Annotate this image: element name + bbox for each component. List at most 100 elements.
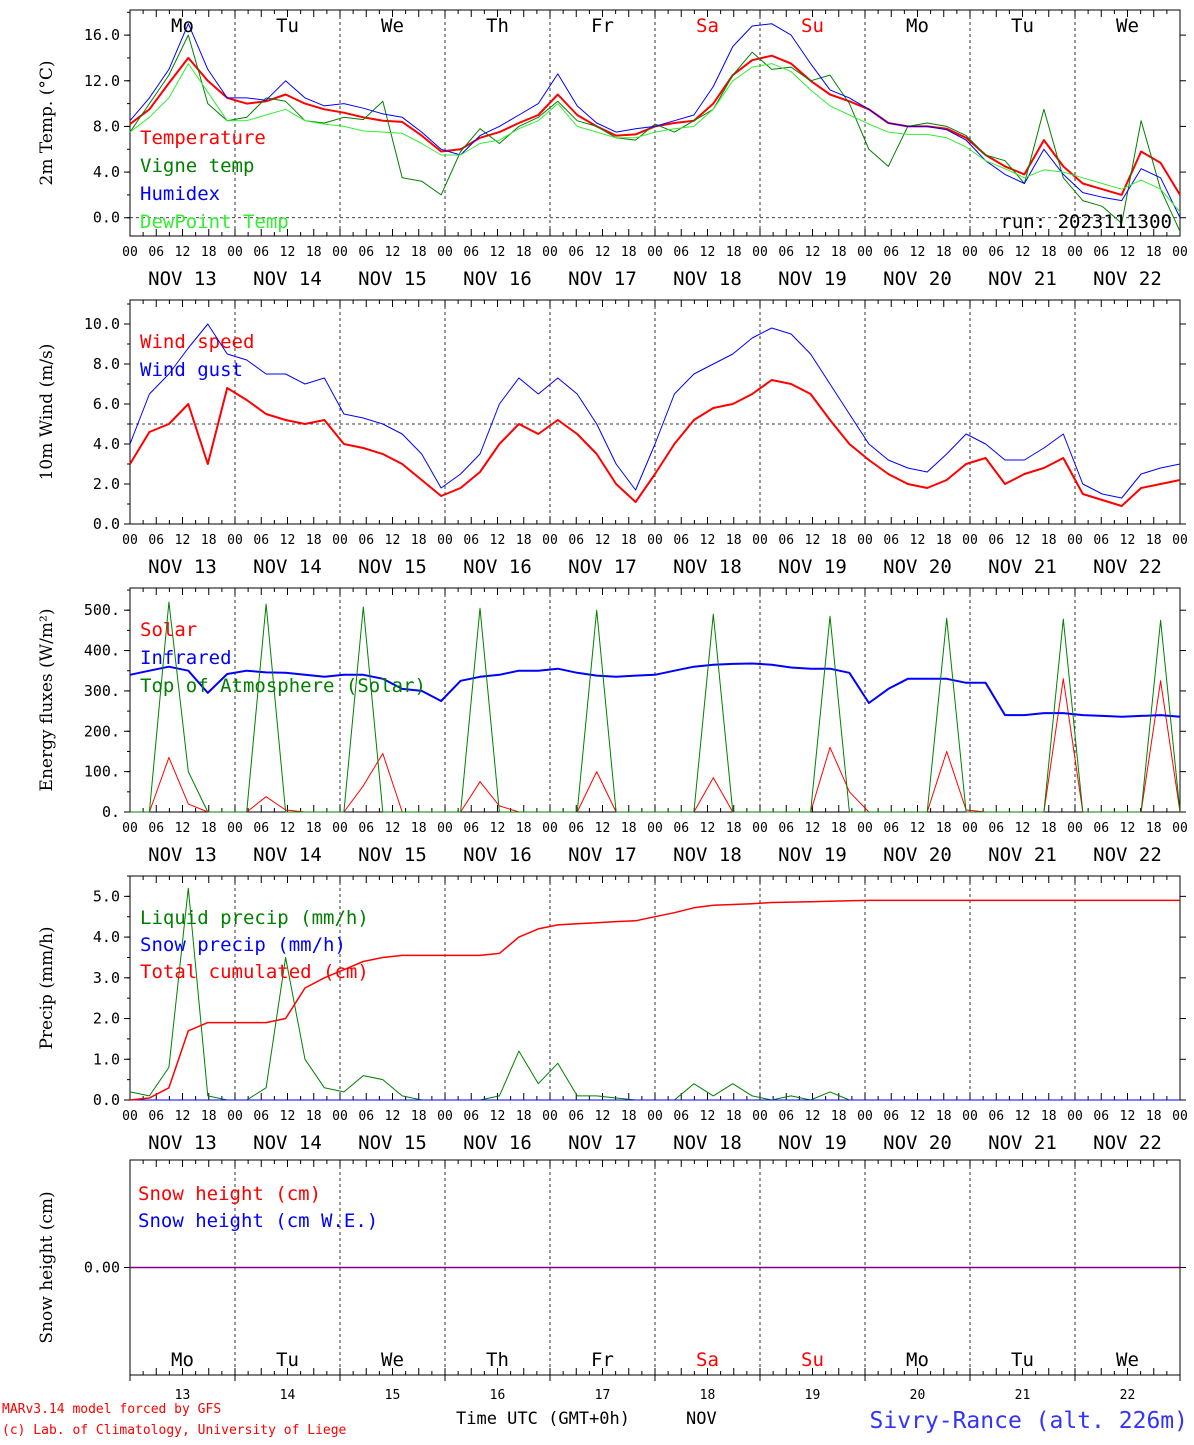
date-label: NOV 19: [778, 1132, 847, 1154]
panel-temp: 0.0 4.0 8.0 12.0 16.0 2m Temp. (°C) Temperatur…: [37, 9, 1188, 290]
hour-label: 00: [122, 821, 138, 836]
date-label: NOV 18: [673, 844, 742, 866]
hour-label: 18: [306, 533, 322, 548]
hour-label: 00: [1067, 245, 1083, 260]
hour-label: 12: [910, 821, 926, 836]
hour-label: 00: [227, 1109, 243, 1124]
hour-label: 06: [673, 245, 689, 260]
hour-label: 00: [857, 1109, 873, 1124]
hour-label: 06: [883, 821, 899, 836]
hour-label: 12: [385, 533, 401, 548]
hour-label: 12: [175, 533, 191, 548]
hour-label: 12: [280, 533, 296, 548]
hour-label: 00: [227, 533, 243, 548]
hour-label: 12: [385, 245, 401, 260]
hour-label: 06: [358, 821, 374, 836]
hour-label: 12: [1120, 1109, 1136, 1124]
hour-label: 12: [1015, 245, 1031, 260]
date-label: NOV 17: [568, 268, 637, 290]
hour-label: 12: [385, 1109, 401, 1124]
panel-precip: 0.0 1.0 2.0 3.0 4.0 5.0 Precip (mm/h) Liquid pr…: [37, 875, 1188, 1154]
legend-entry: Wind gust: [140, 359, 243, 381]
hour-label: 18: [621, 821, 637, 836]
date-label: NOV 14: [253, 1132, 322, 1154]
hour-label: 00: [542, 245, 558, 260]
hour-label: 12: [1120, 245, 1136, 260]
hour-label: 18: [936, 821, 952, 836]
hour-label: 18: [936, 533, 952, 548]
date-label: NOV 15: [358, 844, 427, 866]
y-tick-label: 3.0: [93, 969, 120, 987]
legend-entry: Snow precip (mm/h): [140, 934, 346, 956]
hour-label: 00: [542, 533, 558, 548]
hour-label: 06: [253, 1109, 269, 1124]
hour-label: 12: [1015, 1109, 1031, 1124]
hour-label: 06: [358, 533, 374, 548]
hour-label: 00: [647, 533, 663, 548]
hour-label: 18: [1041, 533, 1057, 548]
hour-label: 00: [647, 245, 663, 260]
hour-label: 06: [148, 245, 164, 260]
y-axis-label: Snow height (cm): [37, 1191, 57, 1343]
hour-label: 06: [1093, 245, 1109, 260]
hour-label: 18: [726, 533, 742, 548]
hour-label: 00: [752, 821, 768, 836]
footer-xaxis-label: Time UTC (GMT+0h): [456, 1409, 630, 1429]
date-label: NOV 18: [673, 268, 742, 290]
date-label: NOV 22: [1093, 1132, 1162, 1154]
date-label: NOV 14: [253, 268, 322, 290]
hour-label: 00: [1172, 1109, 1188, 1124]
hour-label: 00: [437, 1109, 453, 1124]
hour-label: 12: [1015, 533, 1031, 548]
station-name: Sivry-Rance (alt. 226m): [870, 1408, 1189, 1434]
day-number: 21: [1015, 1388, 1031, 1403]
panel-energy: 0. 100. 200. 300. 400. 500. Energy fluxes (W/m…: [37, 587, 1188, 866]
hour-label: 00: [122, 245, 138, 260]
legend-entry: Temperature: [140, 127, 266, 149]
hour-label: 18: [516, 821, 532, 836]
hour-label: 00: [332, 1109, 348, 1124]
hour-label: 06: [883, 533, 899, 548]
legend-entry: Liquid precip (mm/h): [140, 907, 369, 929]
y-tick-label: 8.0: [93, 117, 120, 135]
date-label: NOV 15: [358, 556, 427, 578]
day-abbr-bottom: Tu: [276, 1349, 299, 1371]
hour-label: 12: [490, 1109, 506, 1124]
y-tick-label: 4.0: [93, 163, 120, 181]
hour-label: 18: [726, 1109, 742, 1124]
hour-label: 12: [805, 245, 821, 260]
series-line-infrared: [129, 662, 1181, 718]
hour-label: 00: [542, 1109, 558, 1124]
hour-label: 00: [752, 533, 768, 548]
hour-label: 12: [490, 533, 506, 548]
day-abbr: We: [1116, 15, 1139, 37]
date-label: NOV 19: [778, 268, 847, 290]
day-abbr: Mo: [906, 15, 929, 37]
hour-label: 06: [673, 533, 689, 548]
hour-label: 06: [778, 245, 794, 260]
date-label: NOV 16: [463, 556, 532, 578]
hour-label: 00: [647, 821, 663, 836]
y-axis-label: 10m Wind (m/s): [37, 344, 57, 481]
legend-entry: Vigne temp: [140, 155, 254, 177]
day-abbr-bottom: Th: [486, 1349, 509, 1371]
hour-label: 06: [463, 245, 479, 260]
date-label: NOV 13: [148, 268, 217, 290]
hour-label: 06: [673, 1109, 689, 1124]
date-label: NOV 19: [778, 844, 847, 866]
hour-label: 18: [831, 245, 847, 260]
y-tick-label: 4.0: [93, 928, 120, 946]
hour-label: 18: [1146, 821, 1162, 836]
day-number: 20: [910, 1388, 926, 1403]
hour-label: 00: [1172, 821, 1188, 836]
series-line-total-cumulated-cm: [129, 899, 1180, 1101]
y-tick-label: 0.00: [84, 1259, 120, 1277]
legend-entry: Wind speed: [140, 331, 254, 353]
hour-label: 18: [726, 245, 742, 260]
hour-label: 18: [1146, 533, 1162, 548]
hour-label: 06: [568, 245, 584, 260]
hour-label: 12: [595, 1109, 611, 1124]
day-abbr: Fr: [591, 15, 614, 37]
y-tick-label: 16.0: [84, 26, 120, 44]
